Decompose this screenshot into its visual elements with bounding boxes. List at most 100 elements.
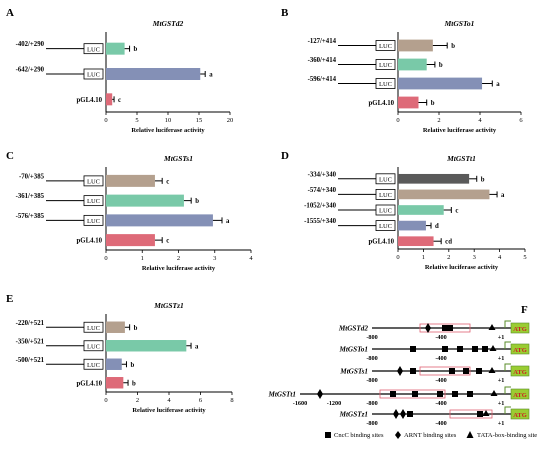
luc-box-label: LUC xyxy=(379,81,392,88)
bar xyxy=(106,377,124,389)
bar xyxy=(106,358,122,370)
luc-box-label: LUC xyxy=(379,176,392,183)
luc-box xyxy=(83,195,104,207)
bar xyxy=(398,39,433,52)
x-tick-label: 3 xyxy=(473,254,476,261)
x-axis-label: Relative luciferase activity xyxy=(131,127,205,134)
atg-box xyxy=(510,343,530,355)
atg-label: ATG xyxy=(513,369,527,376)
gene-name: MtGSTt1 xyxy=(267,391,296,399)
cncc-binding-site xyxy=(407,411,413,417)
bar xyxy=(106,321,125,333)
x-axis-label: Relative luciferase activity xyxy=(423,127,497,134)
panel-f-legend: CncC binding sites ARNT binding sites TATA… xyxy=(325,431,537,439)
luc-box xyxy=(83,43,104,55)
luc-box xyxy=(83,321,104,333)
luc-box xyxy=(375,220,396,232)
tata-box-binding-site xyxy=(488,324,496,330)
significance-letter: c xyxy=(166,238,169,245)
position-label: -1600 xyxy=(293,400,307,407)
significance-letter: cd xyxy=(445,239,452,246)
x-tick-label: 2 xyxy=(437,117,440,124)
tss-arrow xyxy=(504,320,511,328)
atg-label: ATG xyxy=(513,412,527,419)
cncc-binding-site xyxy=(442,325,448,331)
atg-label: ATG xyxy=(513,347,527,354)
luc-box xyxy=(83,175,104,187)
cncc-binding-site xyxy=(447,325,453,331)
significance-letter: b xyxy=(134,46,138,53)
cncc-binding-site xyxy=(452,391,458,397)
bar xyxy=(398,77,483,90)
panel-label: D xyxy=(281,150,289,162)
legend-arnt-label: ARNT binding sites xyxy=(404,432,457,439)
significance-letter: b xyxy=(134,325,138,332)
gene-name: MtGSTo1 xyxy=(339,346,369,354)
tss-arrow xyxy=(504,406,511,414)
bar xyxy=(106,42,125,55)
cncc-binding-site xyxy=(449,368,455,374)
x-tick-label: 6 xyxy=(199,397,203,404)
luc-box-label: LUC xyxy=(87,46,100,53)
legend-cncc-label: CncC binding sites xyxy=(334,432,384,439)
position-label: -400 xyxy=(435,420,446,427)
x-tick-label: 15 xyxy=(196,117,203,124)
significance-letter: c xyxy=(118,97,121,104)
significance-letter: a xyxy=(209,72,213,79)
x-axis-label: Relative luciferase activity xyxy=(132,407,206,414)
position-label: -1200 xyxy=(327,400,341,407)
atg-box xyxy=(510,388,530,400)
atg-box xyxy=(510,408,530,420)
luc-box xyxy=(83,68,104,80)
x-tick-label: 8 xyxy=(230,397,233,404)
arnt-binding-site xyxy=(393,409,399,419)
category-label: -574/+340 xyxy=(308,187,337,194)
x-axis-label: Relative luciferase activity xyxy=(142,265,216,272)
panel-title: MtGSTt1 xyxy=(446,154,476,163)
category-label: -70/+385 xyxy=(19,173,45,180)
cncc-binding-site xyxy=(410,346,416,352)
promoter-mtgstz1: MtGSTz1 ATG -800 -400 +1 xyxy=(339,406,530,427)
promoter-mtgstt1: MtGSTt1 ATG -1600 -1200 -800 -400 +1 xyxy=(267,386,530,407)
category-label: pGL4.10 xyxy=(77,97,103,104)
cncc-binding-site xyxy=(476,368,482,374)
position-label: -400 xyxy=(435,377,446,384)
highlight-box xyxy=(419,366,471,376)
luc-box-label: LUC xyxy=(87,343,100,350)
x-tick-label: 2 xyxy=(177,255,180,262)
luc-box-label: LUC xyxy=(379,43,392,50)
category-label: pGL4.10 xyxy=(369,100,395,107)
luc-box-label: LUC xyxy=(379,223,392,230)
luc-box xyxy=(83,340,104,352)
position-label: -800 xyxy=(366,420,377,427)
cncc-binding-site xyxy=(477,411,483,417)
arnt-binding-site xyxy=(400,409,406,419)
panel-label: F xyxy=(521,304,528,316)
x-tick-label: 10 xyxy=(165,117,172,124)
position-label: +1 xyxy=(498,420,505,427)
bar xyxy=(106,194,184,207)
x-tick-label: 5 xyxy=(523,254,526,261)
category-label: -334/+340 xyxy=(308,171,337,178)
luc-box-label: LUC xyxy=(379,192,392,199)
cncc-binding-site xyxy=(467,391,473,397)
panel-label: E xyxy=(6,293,13,305)
luc-box-label: LUC xyxy=(87,218,100,225)
category-label: -361/+385 xyxy=(16,193,45,200)
gene-name: MtGSTz1 xyxy=(339,411,368,419)
position-label: +1 xyxy=(498,400,505,407)
bar xyxy=(398,96,419,109)
cncc-binding-site xyxy=(463,368,469,374)
category-label: -1052/+340 xyxy=(304,203,336,210)
arnt-binding-site xyxy=(425,323,431,333)
position-label: -800 xyxy=(366,377,377,384)
panel-title: MtGSTz1 xyxy=(153,301,184,310)
tata-box-binding-site xyxy=(490,390,498,396)
position-label: -400 xyxy=(435,334,446,341)
bar xyxy=(106,214,213,227)
bar xyxy=(398,220,426,231)
luc-box xyxy=(375,173,396,185)
category-label: -596/+414 xyxy=(308,76,337,83)
category-label: -127/+414 xyxy=(308,38,337,45)
